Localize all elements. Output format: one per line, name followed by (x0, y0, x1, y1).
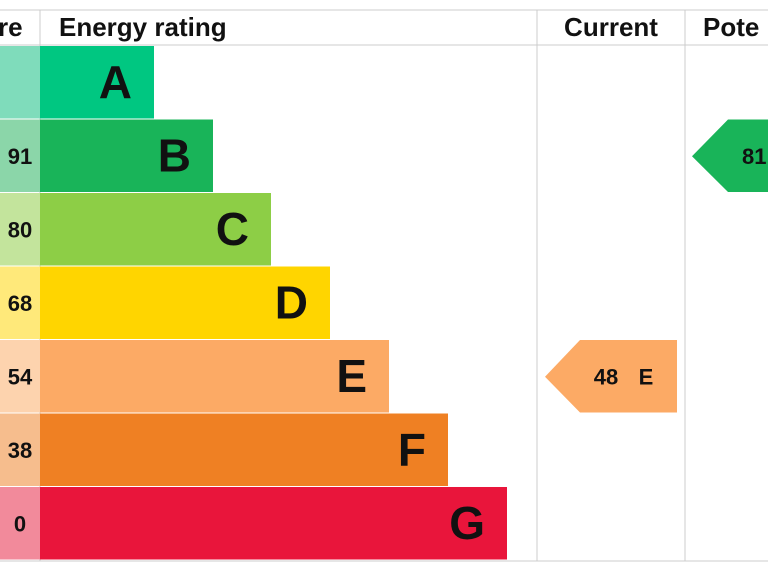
score-label: 54 (8, 365, 33, 390)
current-letter: E (639, 365, 654, 390)
header-potential: Pote (703, 12, 759, 42)
rating-letter: A (99, 56, 132, 108)
rating-bar (40, 340, 389, 413)
rating-bar (40, 193, 271, 266)
score-label: 91 (8, 144, 32, 169)
rating-letter: E (336, 350, 367, 402)
score-cell (0, 119, 40, 192)
rating-letter: D (275, 276, 308, 328)
potential-arrow (692, 119, 768, 192)
rating-bar (40, 119, 213, 192)
score-label: 0 (14, 512, 26, 537)
score-cell (0, 193, 40, 266)
score-cell (0, 46, 40, 119)
header-score: re (0, 12, 23, 42)
current-value: 48 (594, 365, 618, 390)
score-label: 80 (8, 218, 32, 243)
rating-bar (40, 266, 330, 339)
rating-letter: G (449, 497, 485, 549)
score-label: 68 (8, 291, 32, 316)
rating-letter: B (158, 129, 191, 181)
rating-bar (40, 487, 507, 560)
rating-letter: F (398, 423, 426, 475)
header-rating: Energy rating (59, 12, 227, 42)
score-cell (0, 487, 40, 560)
header-current: Current (564, 12, 658, 42)
rating-bar (40, 46, 154, 119)
score-label: 38 (8, 438, 32, 463)
potential-value: 81 (742, 144, 766, 169)
score-cell (0, 266, 40, 339)
score-cell (0, 413, 40, 486)
rating-bar (40, 413, 448, 486)
current-arrow (545, 340, 677, 413)
rating-letter: C (216, 203, 249, 255)
score-cell (0, 340, 40, 413)
